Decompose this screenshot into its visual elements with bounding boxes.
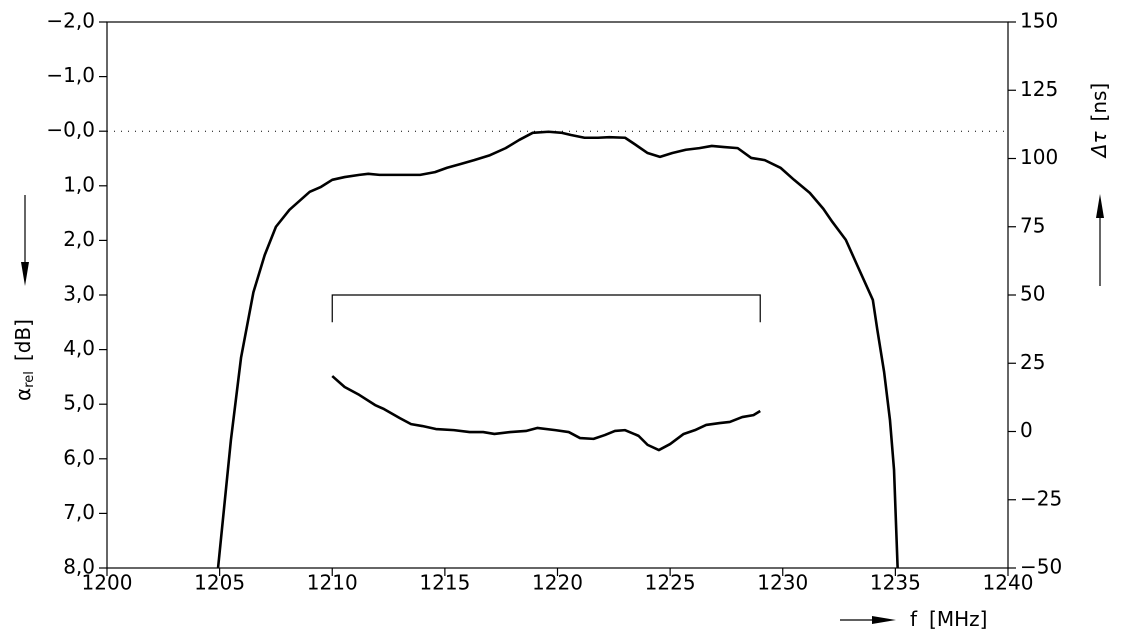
y-tick-label: 4,0 <box>63 336 95 360</box>
x-tick-label: 1230 <box>757 571 808 595</box>
y2-tick-label: 150 <box>1020 9 1058 33</box>
y-tick-label: 7,0 <box>63 500 95 524</box>
y2-tick-label: 125 <box>1020 77 1058 101</box>
data-line <box>331 375 761 452</box>
x-tick-label: 1220 <box>532 571 583 595</box>
y-tick-label: 1,0 <box>63 172 95 196</box>
y2-tick-label: −25 <box>1020 486 1062 510</box>
y2-tick-label: 100 <box>1020 145 1058 169</box>
y-tick-label: −0,0 <box>46 118 95 142</box>
y2-tick-label: 25 <box>1020 350 1045 374</box>
data-line <box>216 130 899 569</box>
y2-tick-label: 0 <box>1020 418 1033 442</box>
x-tick-label: 1225 <box>645 571 696 595</box>
x-tick-label: 1210 <box>307 571 358 595</box>
y2-axis-arrow <box>1096 194 1104 286</box>
y-tick-label: 8,0 <box>63 555 95 579</box>
y-tick-label: −1,0 <box>46 63 95 87</box>
y2-tick-label: 75 <box>1020 213 1045 237</box>
x-tick-label: 1205 <box>194 571 245 595</box>
y-axis-label: αrel[dB] <box>11 319 37 401</box>
x-axis-arrow <box>840 616 896 624</box>
y2-tick-label: −50 <box>1020 555 1062 579</box>
x-axis-label: f [MHz] <box>910 607 987 631</box>
y-tick-label: 5,0 <box>63 391 95 415</box>
y2-tick-label: 50 <box>1020 282 1045 306</box>
y-tick-label: 3,0 <box>63 282 95 306</box>
y-tick-label: 2,0 <box>63 227 95 251</box>
y-tick-label: −2,0 <box>46 9 95 33</box>
x-tick-label: 1235 <box>870 571 921 595</box>
y-tick-label: 6,0 <box>63 445 95 469</box>
x-tick-label: 1240 <box>983 571 1034 595</box>
y2-axis-label: Δτ[ns] <box>1087 83 1111 159</box>
bracket <box>331 294 761 323</box>
x-tick-label: 1215 <box>419 571 470 595</box>
x-tick-label: 1200 <box>82 571 133 595</box>
y-axis-arrow <box>21 195 29 286</box>
